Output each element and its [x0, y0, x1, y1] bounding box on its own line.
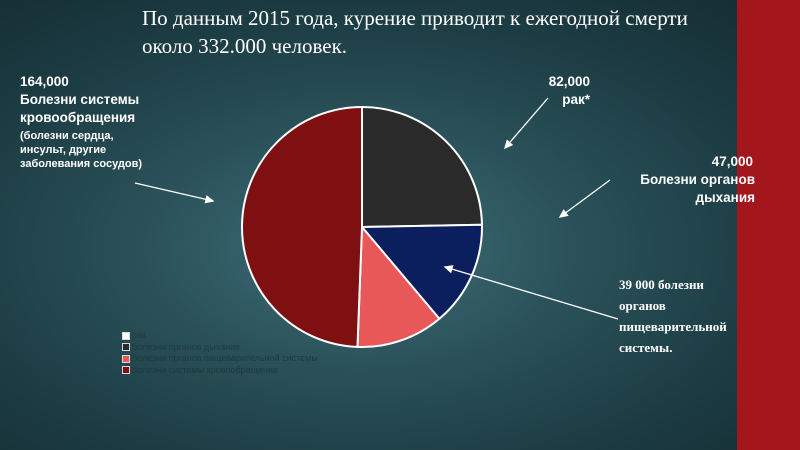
pie-slice-1: [359, 223, 483, 321]
pie-slice-0: [361, 105, 483, 229]
arrowhead-3: [443, 265, 454, 274]
legend-label-3: болезни системы кровообращения: [132, 364, 278, 375]
legend-swatch-2: [122, 354, 130, 363]
cardio-name: Болезни системы кровообращения: [20, 92, 140, 125]
leader-line-1: [504, 97, 549, 149]
respiratory-name: Болезни органов дыхания: [640, 172, 755, 205]
legend-item-1: болезни органов дыхания: [122, 342, 318, 354]
cardio-value: 164,000: [20, 74, 69, 89]
legend-swatch-0: [122, 331, 130, 340]
arrowhead-2: [558, 209, 569, 218]
cancer-label: 82,000 рак*: [530, 73, 590, 109]
legend-item-3: болезни системы кровообращения: [122, 365, 318, 377]
arrowhead-1: [503, 139, 514, 150]
digestive-label: 39 000 болезни органов пищеварительной с…: [619, 277, 727, 355]
legend-swatch-3: [122, 366, 130, 375]
cardio-label: 164,000 Болезни системы кровообращения (…: [20, 73, 160, 171]
legend-label-2: болезни органов пищеварительной системы: [132, 353, 318, 363]
leader-line-3: [444, 266, 619, 320]
leader-line-2: [559, 179, 611, 218]
accent-bar: [737, 0, 800, 450]
pie-slice-3: [241, 105, 363, 348]
leader-line-0: [134, 182, 214, 202]
respiratory-label: 47,000 Болезни органов дыхания: [605, 153, 755, 207]
slide-title: По данным 2015 года, курение приводит к …: [142, 6, 688, 58]
cardio-note: (болезни сердца, инсульт, другие заболев…: [20, 130, 143, 170]
legend-swatch-1: [122, 343, 130, 352]
legend-label-0: рак: [132, 330, 146, 340]
legend-item-2: болезни органов пищеварительной системы: [122, 353, 318, 365]
arrowhead-0: [204, 195, 215, 204]
legend-item-0: рак: [122, 330, 318, 342]
legend-label-1: болезни органов дыхания: [132, 341, 240, 352]
cancer-name: рак*: [562, 92, 590, 107]
pie-slice-2: [356, 224, 441, 348]
respiratory-value: 47,000: [711, 154, 753, 169]
cancer-value: 82,000: [548, 74, 590, 89]
chart-legend: рак болезни органов дыхания болезни органо…: [122, 330, 318, 376]
